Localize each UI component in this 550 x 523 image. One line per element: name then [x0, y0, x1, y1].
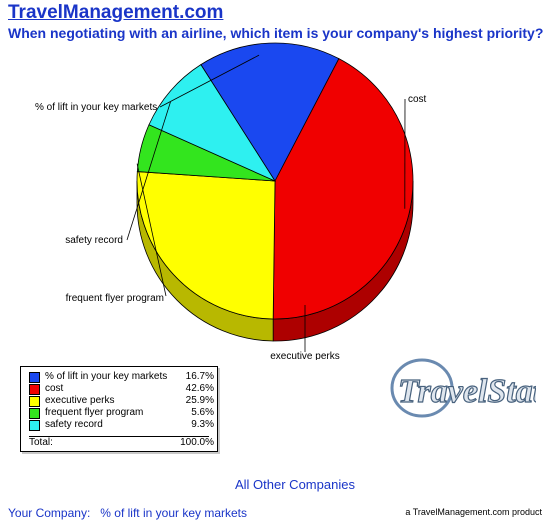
slice-label: cost [408, 94, 427, 105]
site-title[interactable]: TravelManagement.com [8, 2, 224, 23]
legend-value: 5.6% [191, 407, 214, 418]
legend-value: 42.6% [185, 383, 214, 394]
legend-swatch [29, 384, 40, 395]
slice-label: frequent flyer program [66, 293, 164, 304]
your-company-value: % of lift in your key markets [100, 506, 248, 520]
logo-swoosh [390, 358, 454, 418]
legend-swatch [29, 420, 40, 431]
callout-line [126, 101, 171, 241]
legend-swatch [29, 372, 40, 383]
travelstat-logo: TravelStat [390, 358, 536, 418]
callout-line [159, 54, 260, 108]
your-company-line: Your Company: % of lift in your key mark… [8, 506, 247, 520]
legend-swatch [29, 396, 40, 407]
chart-question-title: When negotiating with an airline, which … [8, 25, 544, 41]
legend-label: frequent flyer program [45, 407, 144, 418]
slice-label: % of lift in your key markets [35, 102, 157, 113]
legend-label: safety record [45, 419, 103, 430]
legend-value: 16.7% [185, 371, 214, 382]
pie-slice [136, 171, 276, 320]
pie-chart: % of lift in your key markets cost executi… [35, 42, 427, 360]
logo-text: TravelStat [398, 373, 536, 410]
legend-total-label: Total: [29, 437, 53, 448]
legend-label: executive perks [45, 395, 115, 406]
group-label: All Other Companies [235, 477, 355, 492]
slice-label: safety record [65, 235, 123, 246]
callout-line [136, 163, 167, 297]
pie-slice [200, 42, 340, 182]
legend-value: 9.3% [191, 419, 214, 430]
pie-slice [272, 58, 414, 320]
legend-label: cost [45, 383, 64, 394]
legend-total-value: 100.0% [180, 437, 214, 448]
legend: % of lift in your key markets 16.7% cost… [20, 366, 218, 452]
your-company-label: Your Company: [8, 506, 91, 520]
legend-value: 25.9% [185, 395, 214, 406]
slice-label: executive perks [270, 351, 339, 360]
credit-text: a TravelManagement.com product [405, 507, 542, 517]
legend-divider [29, 436, 209, 437]
legend-swatch [29, 408, 40, 419]
pie-slice [148, 64, 277, 182]
legend-label: % of lift in your key markets [45, 371, 168, 382]
